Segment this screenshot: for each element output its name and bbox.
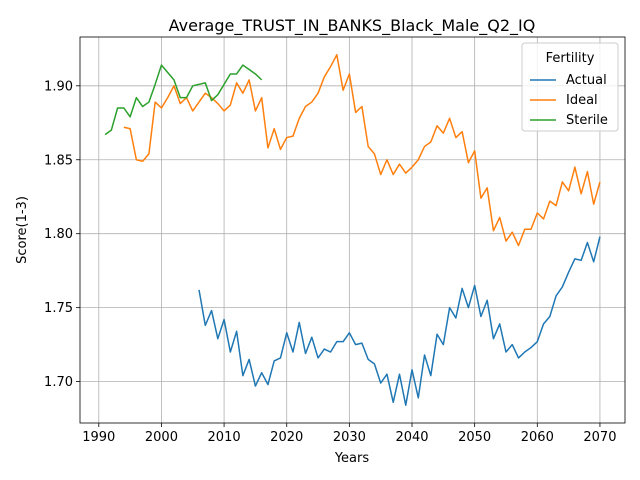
legend-label-sterile: Sterile: [566, 113, 608, 128]
y-tick-label: 1.80: [44, 227, 73, 242]
x-tick-label: 2050: [458, 430, 491, 445]
y-tick-label: 1.85: [44, 153, 73, 168]
x-tick-label: 2030: [333, 430, 366, 445]
x-axis-label: Years: [334, 451, 370, 466]
y-axis-label: Score(1-3): [15, 196, 30, 264]
x-tick-label: 2040: [395, 430, 428, 445]
x-tick-label: 2060: [521, 430, 554, 445]
legend-label-actual: Actual: [566, 73, 607, 88]
x-tick-label: 1990: [82, 430, 115, 445]
legend-title: Fertility: [546, 51, 595, 66]
x-tick-label: 2010: [208, 430, 241, 445]
legend-label-ideal: Ideal: [566, 93, 598, 108]
y-tick-label: 1.90: [44, 79, 73, 94]
x-tick-label: 2000: [145, 430, 178, 445]
chart-title: Average_TRUST_IN_BANKS_Black_Male_Q2_IQ: [169, 16, 536, 36]
legend: Fertility Actual Ideal Sterile: [522, 43, 618, 131]
x-tick-label: 2020: [270, 430, 303, 445]
y-tick-label: 1.70: [44, 375, 73, 390]
y-tick-label: 1.75: [44, 301, 73, 316]
x-tick-label: 2070: [583, 430, 616, 445]
